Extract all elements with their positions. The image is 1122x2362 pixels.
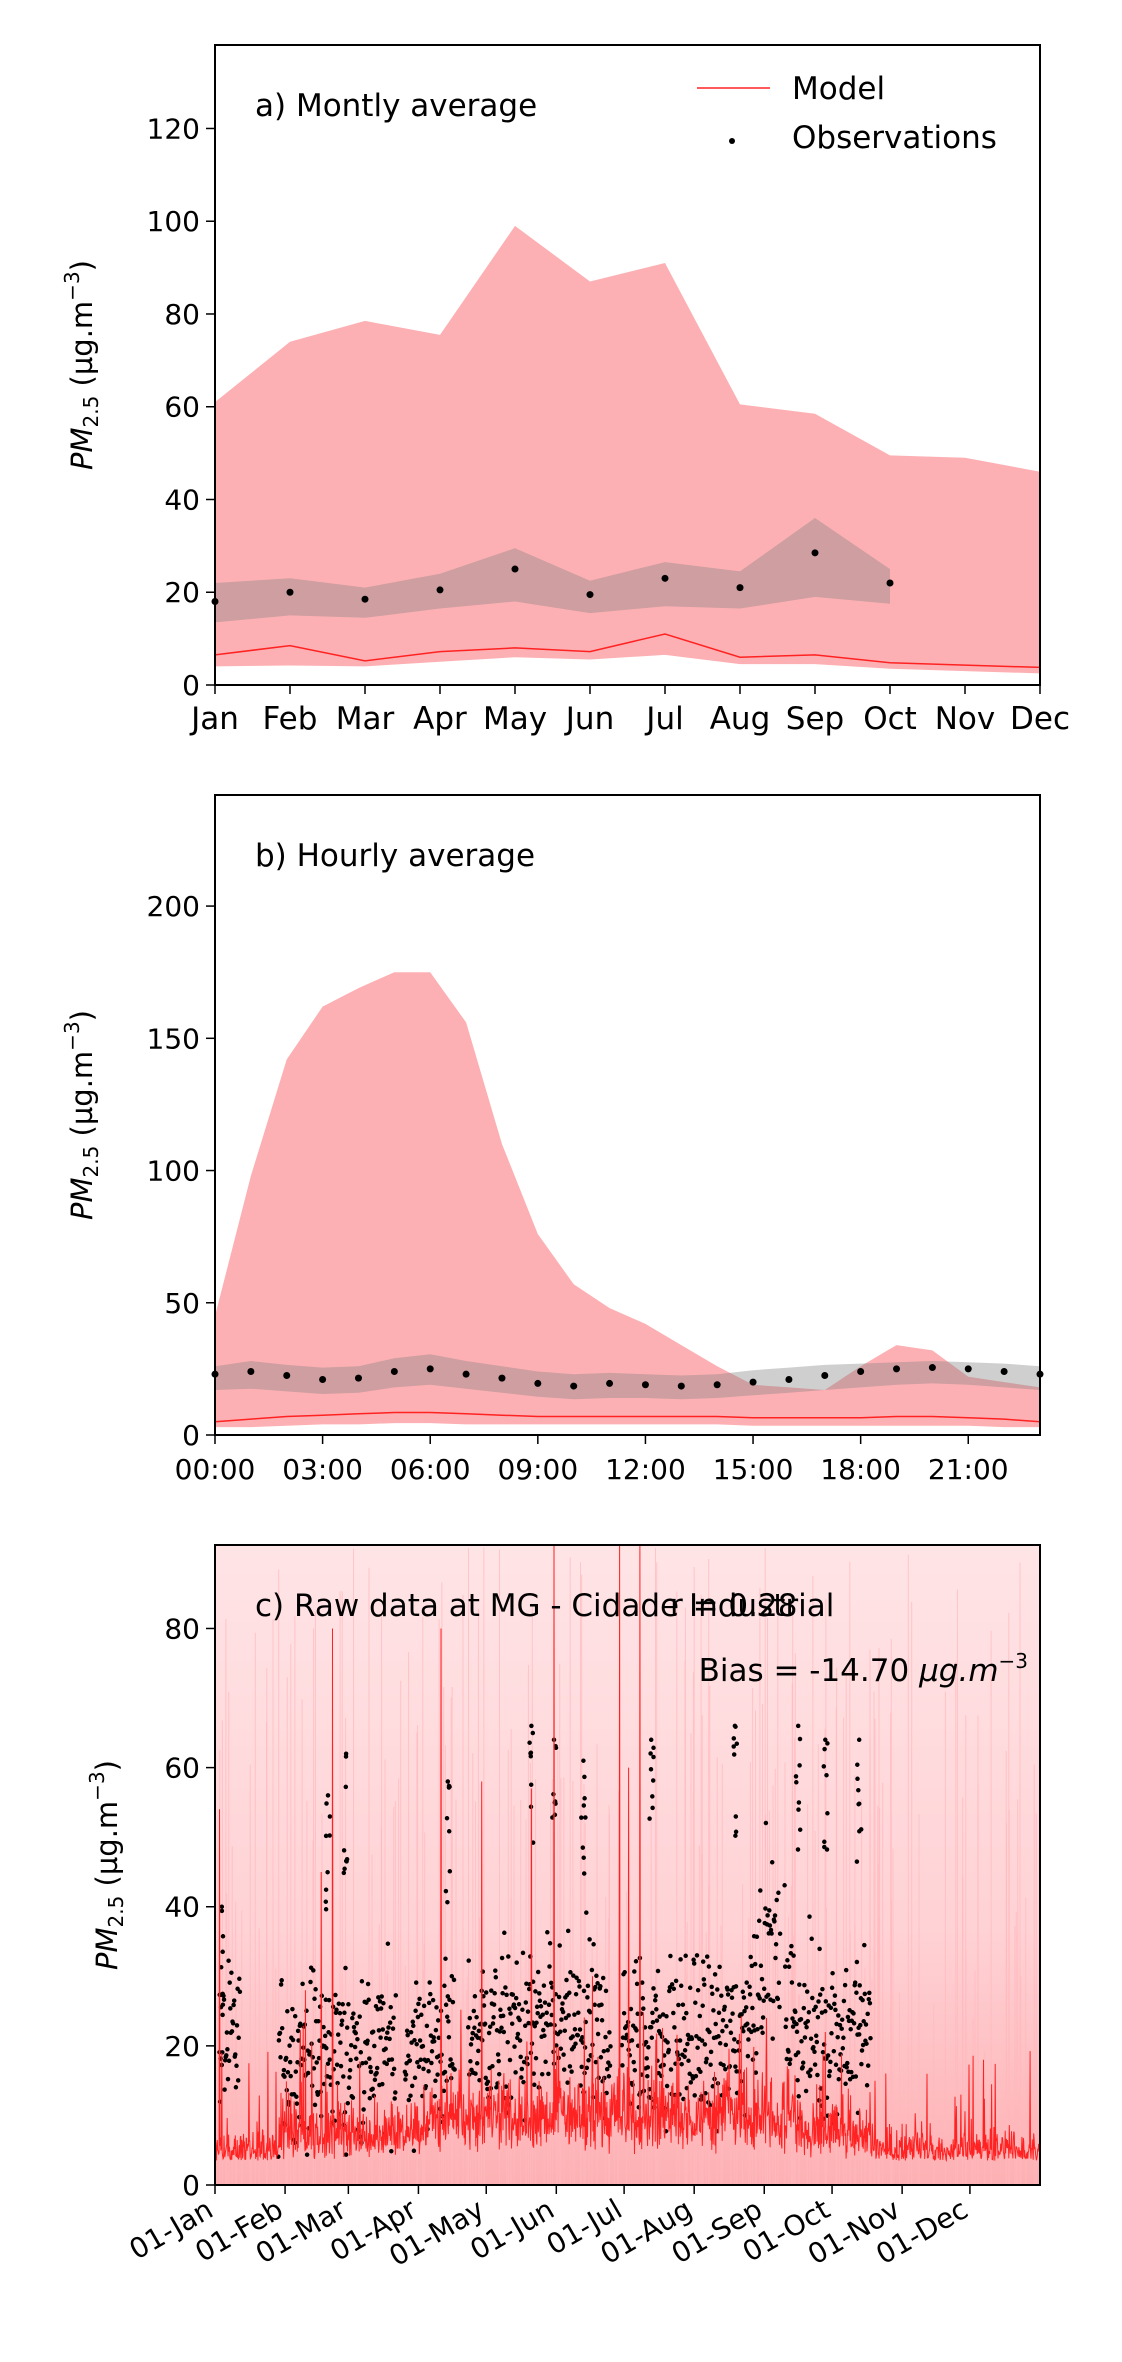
observation-point bbox=[886, 579, 894, 587]
y-tick-label: 80 bbox=[164, 1612, 200, 1645]
panel-c-ylabel: PM2.5 (µg.m−3) bbox=[85, 1760, 128, 1970]
x-tick-label: Aug bbox=[710, 701, 771, 737]
y-tick-label: 0 bbox=[182, 2169, 200, 2202]
panel-a-legend: Model Observations bbox=[697, 71, 997, 156]
x-tick-label: 12:00 bbox=[605, 1453, 686, 1486]
observation-point bbox=[283, 1371, 291, 1379]
y-tick-label: 120 bbox=[147, 112, 200, 145]
x-tick-label: Apr bbox=[413, 701, 467, 737]
observation-point bbox=[821, 1371, 829, 1379]
observation-point bbox=[247, 1368, 255, 1376]
panel-c-stat-r: r = 0.28 bbox=[670, 1588, 797, 1624]
observation-point bbox=[570, 1382, 578, 1390]
y-tick-label: 60 bbox=[164, 391, 200, 424]
x-tick-label: 09:00 bbox=[497, 1453, 578, 1486]
legend-model-label: Model bbox=[792, 71, 885, 107]
y-tick-label: 0 bbox=[182, 1419, 200, 1452]
y-tick-label: 150 bbox=[147, 1022, 200, 1055]
observation-point bbox=[677, 1382, 685, 1390]
x-tick-label: Mar bbox=[336, 701, 395, 737]
model-line bbox=[214, 633, 1041, 669]
observation-point bbox=[498, 1374, 506, 1382]
observation-point bbox=[964, 1365, 972, 1373]
observation-point bbox=[1000, 1368, 1008, 1376]
model-line bbox=[215, 1545, 1040, 2163]
observation-point bbox=[426, 1365, 434, 1373]
observation-point bbox=[436, 586, 444, 594]
observation-point bbox=[749, 1378, 757, 1386]
panel-a-frame bbox=[214, 44, 1041, 686]
x-tick-label: 15:00 bbox=[713, 1453, 794, 1486]
observation-point bbox=[286, 588, 294, 596]
model-range-band bbox=[215, 972, 1040, 1428]
panel-b-hourly: 0 50 100 150 200 00:00 03:00 06:00 09:00 12:00 15:… bbox=[60, 794, 1044, 1486]
y-tick-label: 40 bbox=[164, 1891, 200, 1924]
observation-range-band bbox=[215, 1354, 1040, 1400]
x-tick-label: 06:00 bbox=[390, 1453, 471, 1486]
observation-point bbox=[661, 574, 669, 582]
observation-point bbox=[893, 1365, 901, 1373]
observation-point bbox=[534, 1379, 542, 1387]
panel-a-monthly: 0 20 40 60 80 100 120 Jan Feb Mar Apr May Jun Jul Aug S… bbox=[60, 44, 1070, 737]
legend-observations-label: Observations bbox=[792, 120, 997, 156]
x-tick-label: 21:00 bbox=[928, 1453, 1009, 1486]
panel-a-ylabel: PM2.5 (µg.m−3) bbox=[60, 260, 103, 470]
y-tick-label: 40 bbox=[164, 483, 200, 516]
y-tick-label: 200 bbox=[147, 890, 200, 923]
panel-c-label: c) Raw data at MG - Cidade Industrial bbox=[255, 1588, 834, 1624]
y-tick-label: 0 bbox=[182, 669, 200, 702]
observation-point bbox=[390, 1368, 398, 1376]
x-tick-label: 00:00 bbox=[175, 1453, 256, 1486]
observation-point bbox=[785, 1375, 793, 1383]
model-range-band bbox=[215, 225, 1040, 674]
observation-point bbox=[319, 1375, 327, 1383]
x-tick-label: Jun bbox=[564, 701, 614, 737]
observation-point bbox=[857, 1368, 865, 1376]
observation-point bbox=[586, 591, 594, 599]
panel-b-ylabel: PM2.5 (µg.m−3) bbox=[60, 1010, 103, 1220]
x-tick-label: Nov bbox=[935, 701, 996, 737]
x-tick-label: Jan bbox=[189, 701, 239, 737]
panel-c-raw: 02040608001-Jan01-Feb01-Mar01-Apr01-May0… bbox=[85, 1544, 1041, 2273]
x-tick-label: 03:00 bbox=[282, 1453, 363, 1486]
x-tick-label: Sep bbox=[786, 701, 844, 737]
panel-b-frame bbox=[214, 794, 1041, 1436]
legend-observations-swatch bbox=[729, 138, 735, 144]
model-line bbox=[214, 1411, 1041, 1423]
observation-point bbox=[811, 549, 819, 557]
observation-point bbox=[713, 1381, 721, 1389]
panel-c-stat-bias: Bias = -14.70 µg.m−3 bbox=[699, 1649, 1028, 1689]
x-tick-label: May bbox=[483, 701, 547, 737]
observation-point bbox=[361, 595, 369, 603]
observation-point bbox=[462, 1370, 470, 1378]
y-tick-label: 20 bbox=[164, 2030, 200, 2063]
observation-point bbox=[511, 565, 519, 573]
x-tick-label: Jul bbox=[644, 701, 683, 737]
panel-b-label: b) Hourly average bbox=[255, 838, 535, 874]
x-tick-label: Oct bbox=[863, 701, 917, 737]
observation-point bbox=[736, 584, 744, 592]
observation-point bbox=[354, 1374, 362, 1382]
y-tick-label: 50 bbox=[164, 1287, 200, 1320]
x-tick-label: Feb bbox=[263, 701, 318, 737]
panel-c-frame bbox=[214, 1544, 1041, 2186]
y-tick-label: 60 bbox=[164, 1752, 200, 1785]
x-tick-label: 18:00 bbox=[820, 1453, 901, 1486]
y-tick-label: 20 bbox=[164, 576, 200, 609]
y-tick-label: 100 bbox=[147, 205, 200, 238]
y-tick-label: 100 bbox=[147, 1155, 200, 1188]
panel-c-plot-area bbox=[215, 1545, 1040, 2185]
observation-point bbox=[641, 1381, 649, 1389]
y-tick-label: 80 bbox=[164, 298, 200, 331]
observation-point bbox=[606, 1379, 614, 1387]
x-tick-label: Dec bbox=[1010, 701, 1070, 737]
panel-a-label: a) Montly average bbox=[255, 88, 537, 124]
observation-point bbox=[928, 1364, 936, 1372]
observation-range-band bbox=[215, 518, 890, 623]
